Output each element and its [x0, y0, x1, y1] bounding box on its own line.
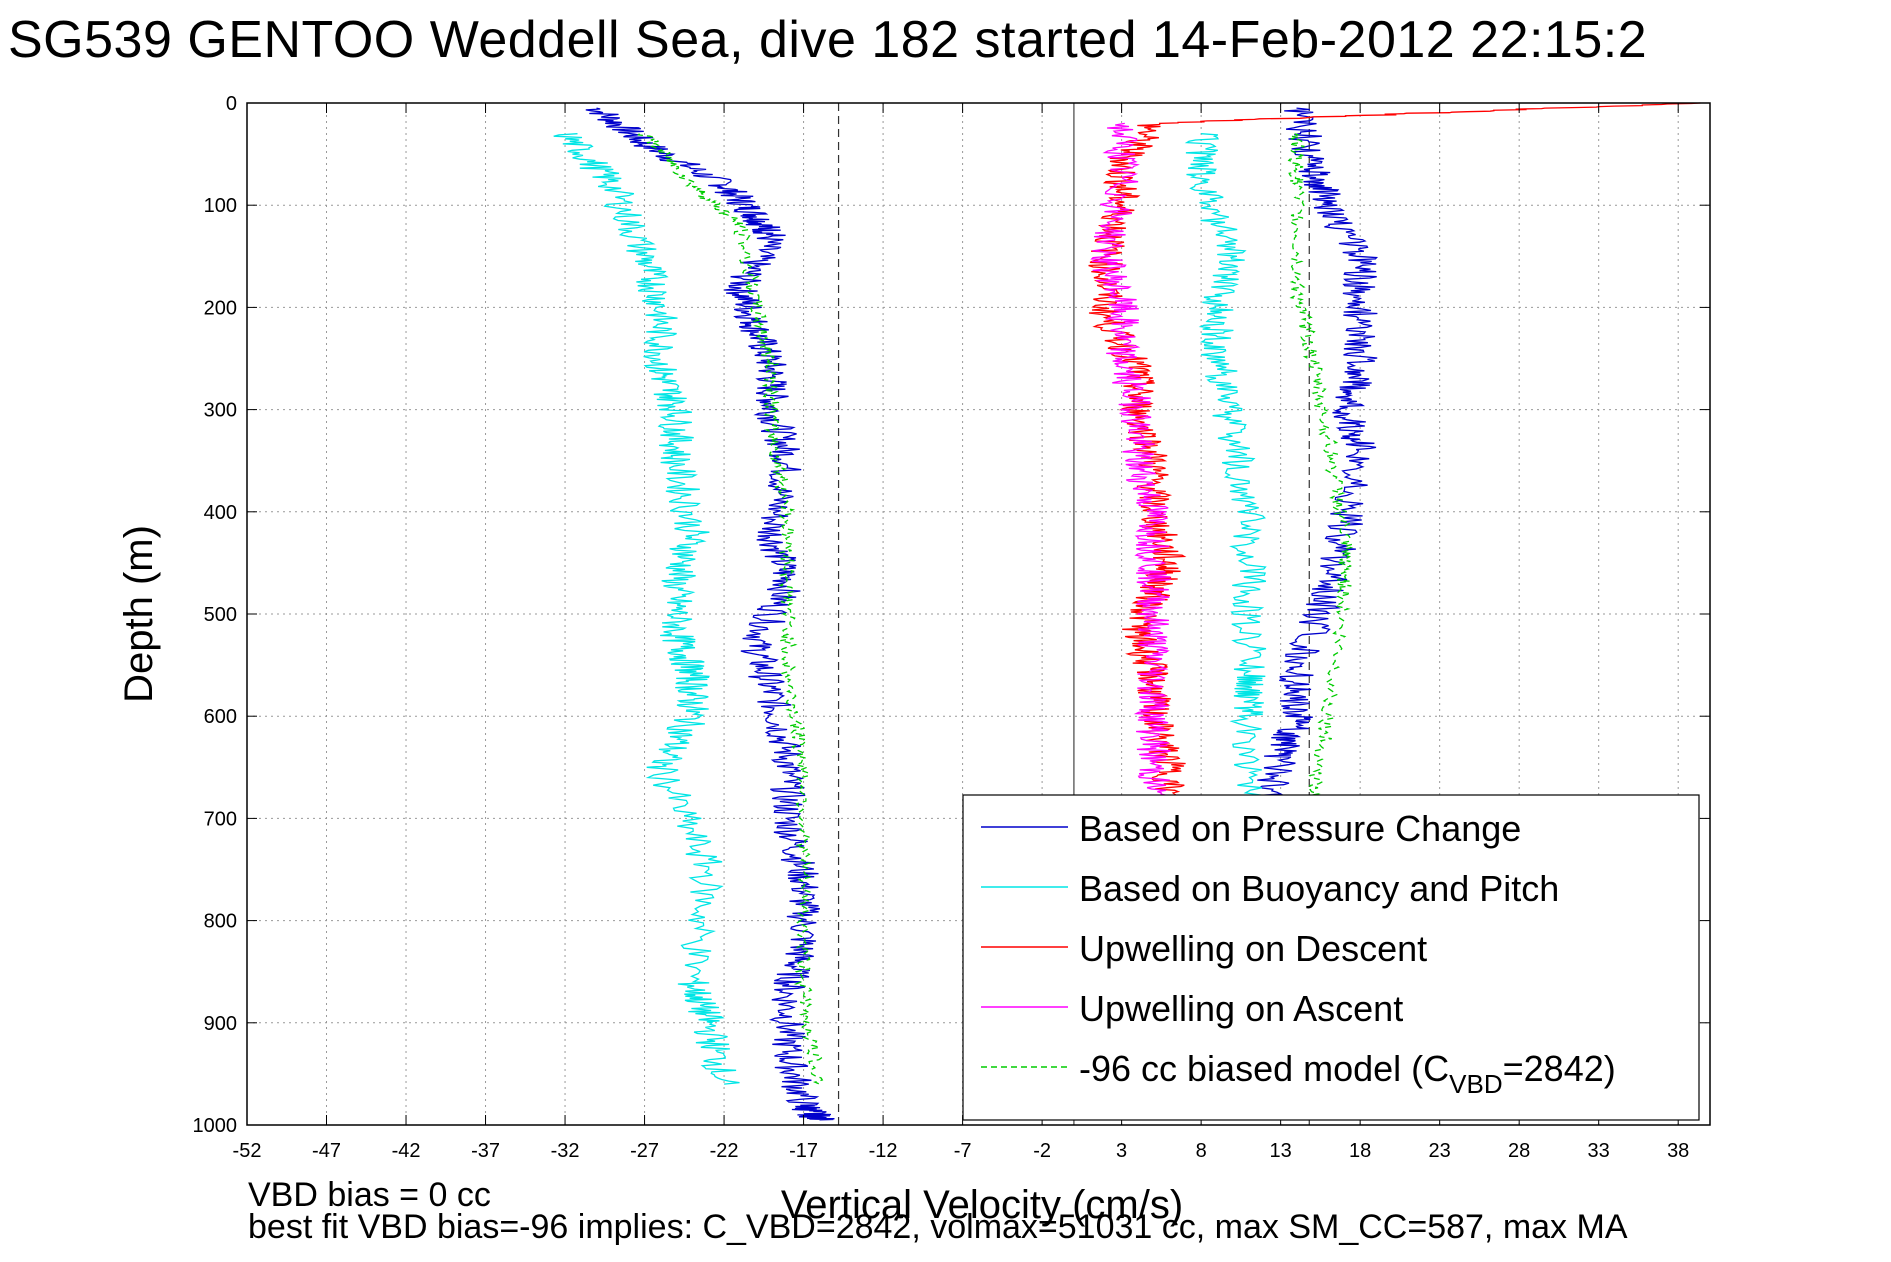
x-tick-label: 13 — [1270, 1140, 1292, 1162]
y-tick-label: 800 — [204, 911, 237, 933]
x-tick-label: -32 — [551, 1140, 580, 1162]
y-ticks: 0 100 200 300 400 500 600 700 800 900 1000 — [193, 93, 1710, 1137]
x-tick-label: -52 — [233, 1140, 262, 1162]
x-tick-label: -47 — [312, 1140, 341, 1162]
x-tick-label: 28 — [1508, 1140, 1530, 1162]
x-tick-label: -27 — [630, 1140, 659, 1162]
y-tick-label: 900 — [204, 1013, 237, 1035]
legend-label: Based on Buoyancy and Pitch — [1079, 868, 1559, 909]
x-tick-label: 33 — [1588, 1140, 1610, 1162]
series-line-0 — [585, 107, 835, 1121]
series-line-6 — [637, 133, 824, 1085]
fit-note: best fit VBD bias=-96 implies: C_VBD=284… — [248, 1208, 1628, 1246]
y-tick-label: 100 — [204, 195, 237, 217]
legend-label: Based on Pressure Change — [1079, 808, 1521, 849]
legend-label: Upwelling on Descent — [1079, 928, 1427, 969]
x-tick-label: -17 — [789, 1140, 818, 1162]
bias-note: VBD bias = 0 cc — [248, 1176, 491, 1214]
x-tick-label: -37 — [471, 1140, 500, 1162]
y-tick-label: 300 — [204, 400, 237, 422]
y-axis-label: Depth (m) — [117, 525, 161, 703]
chart-title: SG539 GENTOO Weddell Sea, dive 182 start… — [8, 11, 1648, 69]
legend-label-subscript: VBD — [1449, 1069, 1502, 1099]
y-tick-label: 500 — [204, 604, 237, 626]
x-tick-label: 23 — [1429, 1140, 1451, 1162]
legend-label-main: Upwelling on Descent — [1079, 928, 1427, 969]
legend-label-main: Based on Pressure Change — [1079, 808, 1521, 849]
legend-label-main: Based on Buoyancy and Pitch — [1079, 868, 1559, 909]
legend-box — [962, 794, 1700, 1121]
y-tick-label: 700 — [204, 808, 237, 830]
x-tick-label: 3 — [1116, 1140, 1127, 1162]
x-tick-label: -22 — [710, 1140, 739, 1162]
y-tick-label: 400 — [204, 502, 237, 524]
legend-label-main: -96 cc biased model (C — [1079, 1048, 1449, 1089]
x-axis-label: Vertical Velocity (cm/s) — [781, 1183, 1183, 1227]
series-line-2 — [553, 133, 740, 1085]
y-tick-label: 0 — [226, 93, 237, 115]
legend-label-tail: =2842) — [1503, 1048, 1616, 1089]
x-tick-label: 38 — [1667, 1140, 1689, 1162]
series-line-5 — [1090, 122, 1171, 820]
x-tick-label: -12 — [869, 1140, 898, 1162]
legend: Based on Pressure Change Based on Buoyanc… — [962, 794, 1700, 1121]
legend-label: Upwelling on Ascent — [1079, 988, 1403, 1029]
x-tick-label: -2 — [1033, 1140, 1051, 1162]
y-tick-label: 200 — [204, 297, 237, 319]
x-tick-label: -42 — [392, 1140, 421, 1162]
legend-label-main: Upwelling on Ascent — [1079, 988, 1403, 1029]
x-ticks: -52 -47 -42 -37 -32 -27 -22 -17 -12 -7 -2 3 8 13 18 23 2… — [233, 103, 1689, 1162]
series-group — [553, 102, 1701, 1121]
y-tick-label: 1000 — [193, 1115, 238, 1137]
x-tick-label: 18 — [1349, 1140, 1371, 1162]
legend-label: -96 cc biased model (CVBD=2842) — [1079, 1048, 1616, 1099]
y-tick-label: 600 — [204, 706, 237, 728]
x-tick-label: 8 — [1196, 1140, 1207, 1162]
x-tick-label: -7 — [954, 1140, 972, 1162]
